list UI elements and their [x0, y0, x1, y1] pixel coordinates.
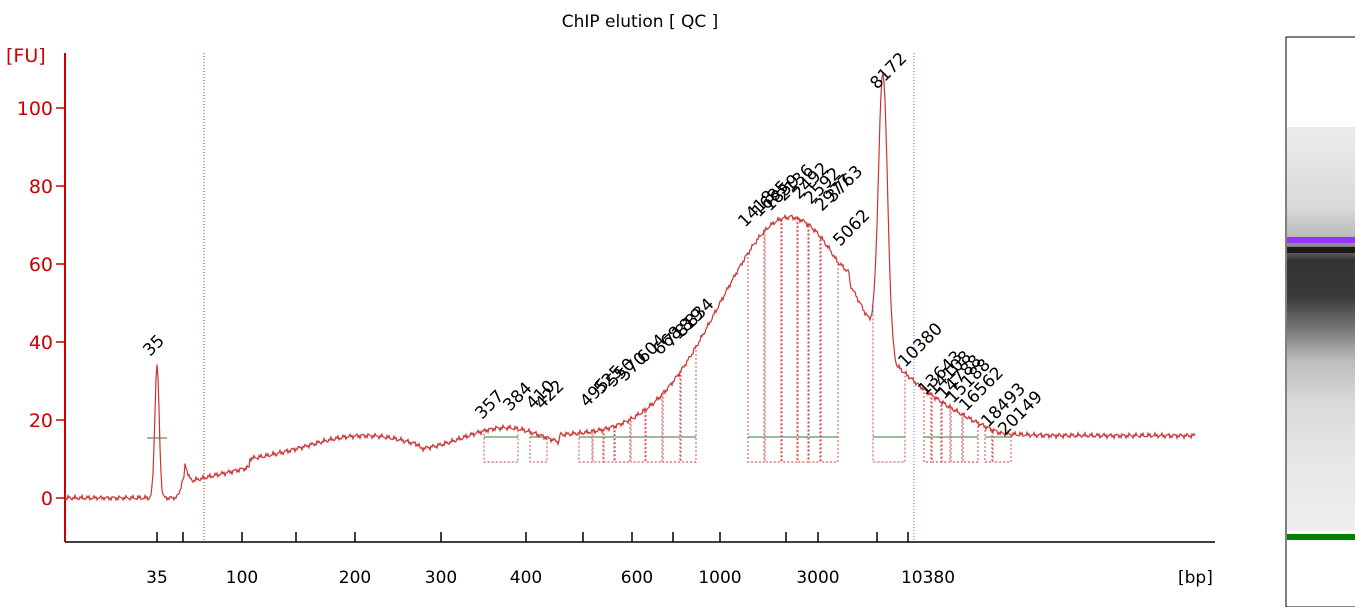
peak-region: [950, 407, 963, 463]
x-tick-label: 200: [339, 568, 371, 588]
peak-region: [645, 393, 663, 463]
gel-lane: [1285, 36, 1355, 607]
x-tick-label: 600: [621, 568, 653, 588]
x-tick-label: 300: [425, 568, 457, 588]
peak-region: [797, 218, 809, 463]
peak-label: 8172: [866, 49, 911, 94]
peak-regions: [147, 216, 1012, 463]
peak-region: [923, 387, 932, 463]
peak-region: [781, 216, 798, 463]
gel-lane-band-area: [1287, 127, 1355, 531]
peak-label: 35: [139, 331, 168, 360]
peak-region: [747, 230, 765, 463]
electropherogram-trace: [64, 72, 1196, 502]
y-tick-label: 60: [29, 254, 53, 276]
peak-region: [662, 371, 681, 463]
x-tick-label: 35: [146, 568, 168, 588]
y-tick-label: 0: [41, 488, 53, 510]
x-tick-label: 100: [226, 568, 258, 588]
x-tick-label: 3000: [796, 568, 839, 588]
peak-region: [578, 429, 593, 463]
x-axis: 35 100 200 300 400 600 1000 3000 10380: [65, 532, 1215, 588]
peak-region: [680, 345, 697, 463]
peak-region: [931, 394, 942, 463]
peak-region: [872, 302, 906, 463]
peak-region: [941, 404, 951, 463]
peak-region: [962, 415, 979, 463]
peak-region: [808, 225, 821, 463]
peak-region: [592, 429, 604, 463]
x-tick-label: 10380: [901, 568, 955, 588]
y-tick-label: 20: [29, 410, 53, 432]
peak-region: [820, 239, 839, 463]
y-tick-label: 100: [17, 98, 53, 120]
y-axis: 0 20 40 60 80 100: [17, 53, 66, 542]
gel-band-8172: [1287, 247, 1355, 253]
peak-region: [992, 432, 1012, 463]
chart-title: ChIP elution [ QC ]: [562, 12, 719, 32]
gel-upper-marker: [1287, 237, 1355, 243]
peak-label: 5062: [829, 206, 874, 251]
peak-region: [630, 408, 646, 463]
peak-region: [483, 429, 519, 463]
x-axis-label: [bp]: [1178, 568, 1213, 588]
peak-region: [614, 420, 631, 463]
y-tick-label: 40: [29, 332, 53, 354]
peak-region: [529, 432, 548, 463]
peak-region: [764, 221, 782, 463]
y-tick-label: 80: [29, 176, 53, 198]
x-tick-label: 400: [510, 568, 542, 588]
y-axis-label: [FU]: [6, 45, 46, 67]
gel-lower-marker: [1287, 534, 1355, 540]
peak-region: [603, 428, 615, 463]
x-tick-label: 1000: [698, 568, 741, 588]
